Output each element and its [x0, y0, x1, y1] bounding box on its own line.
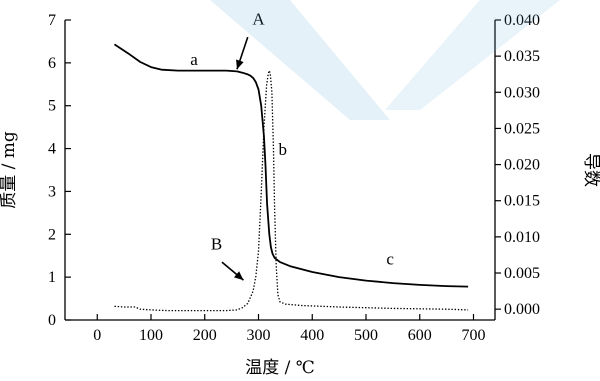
- left-y-axis-ticks: 0 1 2 3 4 5 6 7: [48, 12, 71, 329]
- left-y-tick-label: 1: [48, 269, 56, 286]
- left-y-axis-title: 质量 / mg: [0, 131, 19, 209]
- right-y-axis-title: 导数: [581, 153, 600, 187]
- right-y-tick-label: 0.010: [504, 229, 540, 246]
- right-y-tick-label: 0.020: [504, 157, 540, 174]
- x-tick-label: 500: [354, 327, 378, 344]
- left-y-tick-label: 3: [48, 183, 56, 200]
- right-y-axis-ticks: 0.000 0.005 0.010 0.015 0.020 0.025 0.030 0.035…: [495, 12, 540, 318]
- left-y-tick-label: 7: [48, 12, 56, 29]
- x-tick-label: 100: [139, 327, 163, 344]
- arrow-B-head: [233, 271, 244, 281]
- right-y-tick-label: 0.030: [504, 84, 540, 101]
- x-tick-label: 700: [462, 327, 486, 344]
- x-tick-label: 400: [300, 327, 324, 344]
- arrow-A-head: [236, 59, 244, 70]
- left-y-tick-label: 5: [48, 98, 56, 115]
- x-axis-ticks: 0 100 200 300 400 500 600 700: [93, 314, 486, 344]
- mass-curve: [114, 43, 469, 288]
- curve-label-B: B: [211, 234, 222, 253]
- curve-label-b: b: [278, 140, 287, 159]
- series-layer: [114, 43, 469, 312]
- right-y-tick-label: 0.025: [504, 120, 540, 137]
- right-y-tick-label: 0.040: [504, 12, 540, 29]
- right-y-tick-label: 0.005: [504, 265, 540, 282]
- annotation-layer: a Ab Bc: [190, 9, 394, 281]
- curve-label-a: a: [190, 50, 198, 69]
- x-tick-label: 300: [247, 327, 271, 344]
- right-y-tick-label: 0.000: [504, 301, 540, 318]
- x-tick-label: 0: [93, 327, 101, 344]
- left-y-tick-label: 6: [48, 55, 56, 72]
- left-y-tick-label: 2: [48, 226, 56, 243]
- left-y-tick-label: 0: [48, 312, 56, 329]
- right-y-tick-label: 0.015: [504, 193, 540, 210]
- x-axis-title: 温度 / ℃: [245, 358, 315, 378]
- x-tick-label: 200: [193, 327, 217, 344]
- x-tick-label: 600: [408, 327, 432, 344]
- curve-label-A: A: [252, 9, 265, 28]
- curve-label-c: c: [386, 249, 394, 268]
- derivative-curve: [114, 69, 469, 312]
- plot-frame: [64, 20, 496, 321]
- right-y-tick-label: 0.035: [504, 48, 540, 65]
- left-y-tick-label: 4: [48, 141, 56, 158]
